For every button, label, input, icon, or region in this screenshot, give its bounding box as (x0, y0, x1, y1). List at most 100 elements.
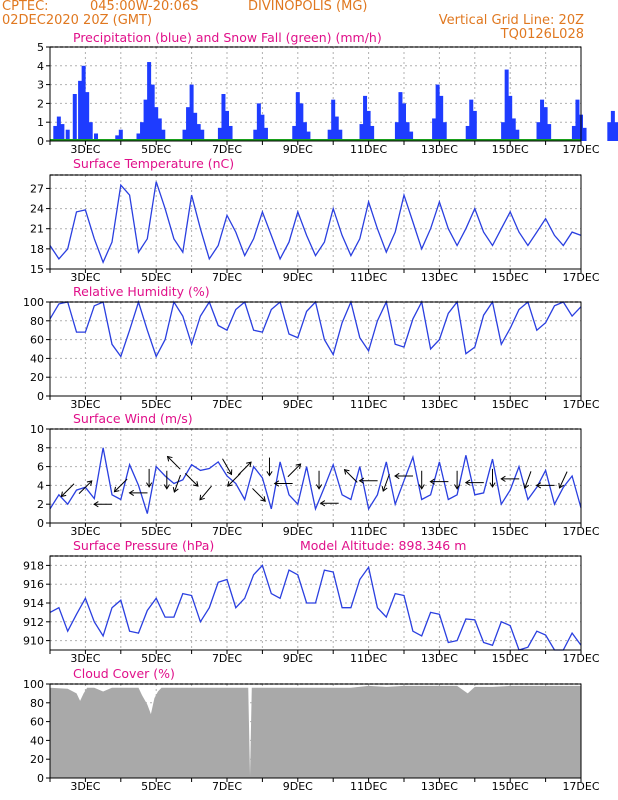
temperature-x-tick-label: 5DEC (141, 271, 171, 284)
cloud-y-tick-label: 20 (30, 753, 44, 766)
precip-bar (217, 127, 222, 141)
wind-arrow-head (464, 479, 471, 486)
precip-bar (189, 84, 194, 141)
pressure-x-tick-label: 17DEC (562, 652, 599, 665)
cloud-title: Cloud Cover (%) (73, 666, 175, 681)
wind-y-tick-label: 6 (37, 461, 44, 474)
wind-title: Surface Wind (m/s) (73, 411, 193, 426)
cloud-y-tick-label: 100 (23, 678, 44, 691)
cloud-x-tick-label: 9DEC (283, 780, 313, 793)
wind-x-tick-label: 3DEC (70, 525, 100, 538)
cloud-cover-area (50, 685, 581, 778)
wind-arrow-shaft (114, 478, 128, 493)
cloud-x-tick-label: 11DEC (350, 780, 387, 793)
precip-bar (435, 84, 440, 141)
pressure-x-tick-label: 9DEC (283, 652, 313, 665)
precip-y-tick-label: 0 (37, 135, 44, 148)
precip-bar (536, 122, 541, 141)
precip-bar (402, 103, 406, 141)
precip-x-tick-label: 5DEC (141, 143, 171, 156)
temperature-x-tick-label: 3DEC (70, 271, 100, 284)
wind-arrow-shaft (173, 474, 181, 493)
wind-series-line (49, 447, 582, 514)
humidity-y-tick-label: 0 (37, 390, 44, 403)
cloud-y-tick-label: 0 (37, 772, 44, 785)
precip-bar (150, 84, 155, 141)
wind-arrow-head (358, 477, 365, 484)
wind-x-tick-label: 7DEC (212, 525, 242, 538)
precip-bar (263, 127, 268, 141)
humidity-y-tick-label: 40 (30, 352, 44, 365)
wind-arrow-head (266, 471, 273, 477)
precip-y-tick-label: 5 (37, 41, 44, 54)
wind-arrow-head (523, 483, 530, 490)
precip-bar (56, 116, 61, 141)
precip-bar (370, 125, 375, 141)
precip-bar (515, 129, 520, 141)
pressure-y-tick-label: 914 (23, 597, 44, 610)
pressure-x-tick-label: 3DEC (70, 652, 100, 665)
humidity-y-tick-label: 20 (30, 371, 44, 384)
wind-arrow-head (93, 501, 99, 508)
precip-bar (88, 122, 93, 141)
wind-y-tick-label: 4 (37, 479, 44, 492)
wind-arrow-head (535, 482, 542, 489)
precip-bar (253, 129, 258, 141)
wind-arrow-shaft (78, 480, 93, 494)
pressure-annotation: Model Altitude: 898.346 m (300, 538, 466, 553)
precip-bar (398, 92, 403, 141)
precip-bar (161, 129, 166, 141)
wind-arrow-head (489, 482, 496, 488)
wind-arrow-shaft (382, 473, 390, 492)
pressure-x-tick-label: 13DEC (421, 652, 458, 665)
wind-x-tick-label: 5DEC (141, 525, 171, 538)
wind-arrow-shaft (60, 483, 75, 497)
humidity-x-tick-label: 15DEC (492, 398, 529, 411)
wind-arrow-head (343, 468, 350, 475)
humidity-x-tick-label: 13DEC (421, 398, 458, 411)
wind-arrow-head (429, 478, 435, 485)
wind-arrow-shaft (287, 463, 301, 478)
precip-bar (363, 95, 368, 141)
temperature-x-tick-label: 7DEC (212, 271, 242, 284)
precip-bar (547, 124, 552, 141)
wind-y-tick-label: 8 (37, 442, 44, 455)
precip-bar (182, 129, 187, 141)
wind-arrow-shaft (344, 469, 358, 483)
wind-arrow-shaft (524, 471, 532, 489)
pressure-x-tick-label: 5DEC (141, 652, 171, 665)
cloud-y-tick-label: 40 (30, 734, 44, 747)
cloud-x-tick-label: 17DEC (562, 780, 599, 793)
humidity-x-tick-label: 9DEC (283, 398, 313, 411)
precip-bar (439, 95, 444, 141)
precip-x-tick-label: 7DEC (212, 143, 242, 156)
precip-bar (221, 94, 226, 141)
wind-arrow-head (558, 482, 564, 489)
wind-arrow-head (453, 484, 461, 490)
temperature-x-tick-label: 9DEC (283, 271, 313, 284)
wind-arrow-head (295, 463, 302, 469)
precip-y-tick-label: 2 (37, 97, 44, 110)
wind-arrow-head (246, 461, 252, 468)
precip-bar (94, 133, 99, 141)
pressure-x-tick-label: 11DEC (350, 652, 387, 665)
precip-bar (508, 95, 513, 141)
precip-bar (432, 118, 437, 141)
temperature-x-tick-label: 11DEC (350, 271, 387, 284)
wind-arrow-head (394, 472, 400, 480)
wind-y-tick-label: 2 (37, 498, 44, 511)
wind-x-tick-label: 15DEC (492, 525, 529, 538)
wind-arrow-shaft (184, 473, 199, 487)
cloud-y-tick-label: 80 (30, 697, 44, 710)
precip-bar (582, 127, 587, 141)
precip-bar (540, 99, 545, 141)
precip-bar (543, 107, 548, 141)
header-model-id: TQ0126L028 (500, 27, 584, 42)
wind-arrow-head (172, 486, 179, 493)
precip-bar (614, 122, 618, 141)
header-grid-line-note: Vertical Grid Line: 20Z (438, 13, 584, 28)
precip-bar (571, 125, 576, 141)
precip-bar (81, 65, 86, 141)
precip-bar (334, 116, 339, 141)
